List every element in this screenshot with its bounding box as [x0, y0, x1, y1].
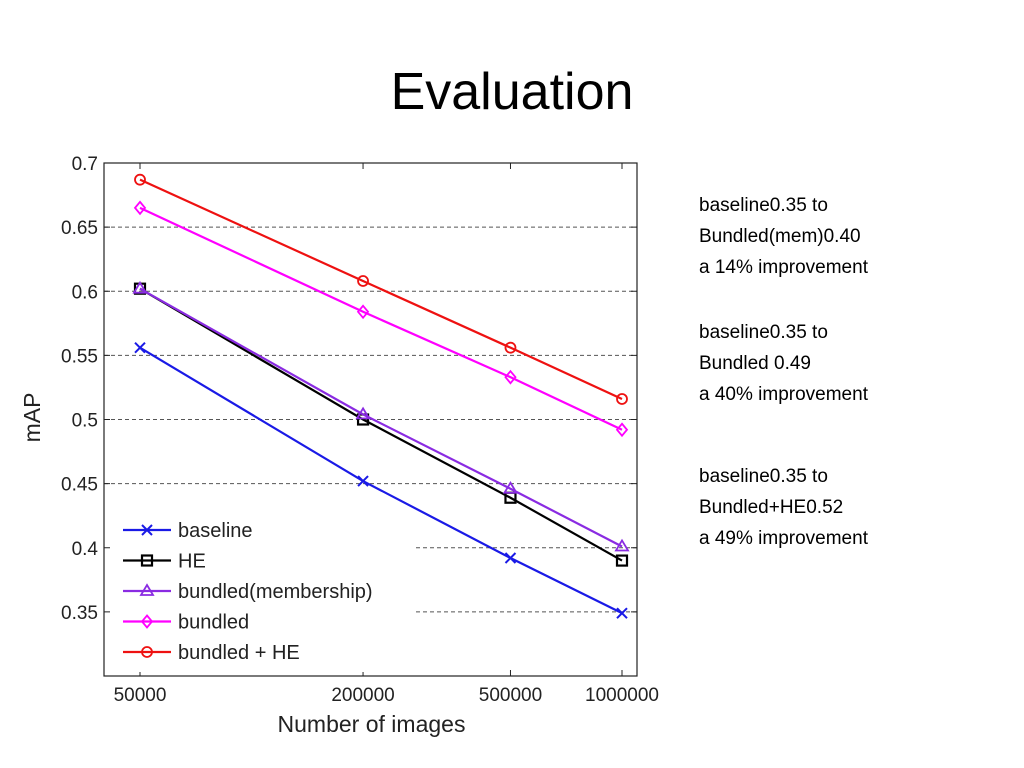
data-point [134, 341, 146, 354]
legend-marker [140, 554, 154, 567]
data-point [615, 422, 629, 438]
y-tick-label: 0.45 [61, 475, 98, 496]
note-line: a 40% improvement [699, 384, 868, 405]
note-membership: baseline0.35 to Bundled(mem)0.40 a 14% i… [699, 190, 868, 283]
legend-label: baseline [178, 520, 253, 542]
note-bundled: baseline0.35 to Bundled 0.49 a 40% impro… [699, 317, 868, 410]
series-bundled-membership- [132, 280, 630, 552]
data-point [504, 552, 517, 564]
data-point [133, 200, 147, 216]
data-point [502, 481, 519, 494]
note-line: Bundled+HE0.52 [699, 497, 844, 518]
y-tick-label: 0.6 [72, 282, 98, 303]
y-tick-label: 0.4 [72, 539, 99, 560]
series-line [139, 206, 623, 431]
legend: baseline HE bundled(membership) bundled bund… [110, 512, 415, 672]
x-axis: 50000 200000 500000 1000000 [114, 163, 659, 706]
legend-label: bundled + HE [178, 642, 300, 664]
data-point [615, 554, 629, 567]
data-point [132, 280, 148, 294]
legend-label: HE [178, 551, 206, 573]
x-tick-label: 200000 [331, 685, 394, 706]
data-point [504, 341, 517, 354]
x-tick-label: 1000000 [585, 685, 659, 706]
y-tick-label: 0.5 [72, 411, 98, 432]
legend-marker [140, 614, 154, 629]
data-point [616, 607, 628, 619]
note-line: Bundled(mem)0.40 [699, 226, 861, 247]
note-line: Bundled 0.49 [699, 353, 811, 374]
note-line: baseline0.35 to [699, 195, 828, 216]
data-point [355, 406, 371, 420]
data-point [614, 538, 630, 552]
y-axis: 0.35 0.4 0.45 0.5 0.55 0.6 0.65 0.7 [61, 154, 637, 624]
legend-label: bundled [178, 612, 249, 634]
x-tick-label: 50000 [114, 685, 167, 706]
data-point [504, 369, 517, 385]
series-line [139, 346, 623, 615]
y-tick-label: 0.55 [61, 346, 98, 367]
y-axis-label: mAP [19, 393, 45, 443]
data-point [616, 393, 628, 405]
legend-marker [141, 524, 153, 536]
series-line [139, 178, 623, 400]
series-line [139, 287, 623, 562]
legend-marker [141, 646, 153, 658]
note-line: a 14% improvement [699, 257, 868, 278]
note-line: baseline0.35 to [699, 466, 828, 487]
note-line: a 49% improvement [699, 528, 868, 549]
y-tick-label: 0.7 [72, 154, 98, 175]
note-bundled-he: baseline0.35 to Bundled+HE0.52 a 49% imp… [699, 461, 868, 554]
series-baseline [134, 341, 628, 619]
series-bundled [133, 200, 629, 438]
data-point [357, 275, 369, 287]
series-bundled-he [134, 173, 628, 405]
x-axis-label: Number of images [278, 711, 466, 737]
y-tick-label: 0.35 [61, 603, 98, 624]
x-tick-label: 500000 [479, 685, 542, 706]
data-point [356, 304, 370, 320]
data-point [357, 475, 369, 487]
legend-marker [139, 583, 155, 596]
legend-label: bundled(membership) [178, 581, 373, 603]
series-line [139, 287, 623, 548]
y-tick-label: 0.65 [61, 218, 98, 239]
data-point [134, 173, 146, 186]
slide-title: Evaluation [390, 63, 634, 121]
note-line: baseline0.35 to [699, 322, 828, 343]
